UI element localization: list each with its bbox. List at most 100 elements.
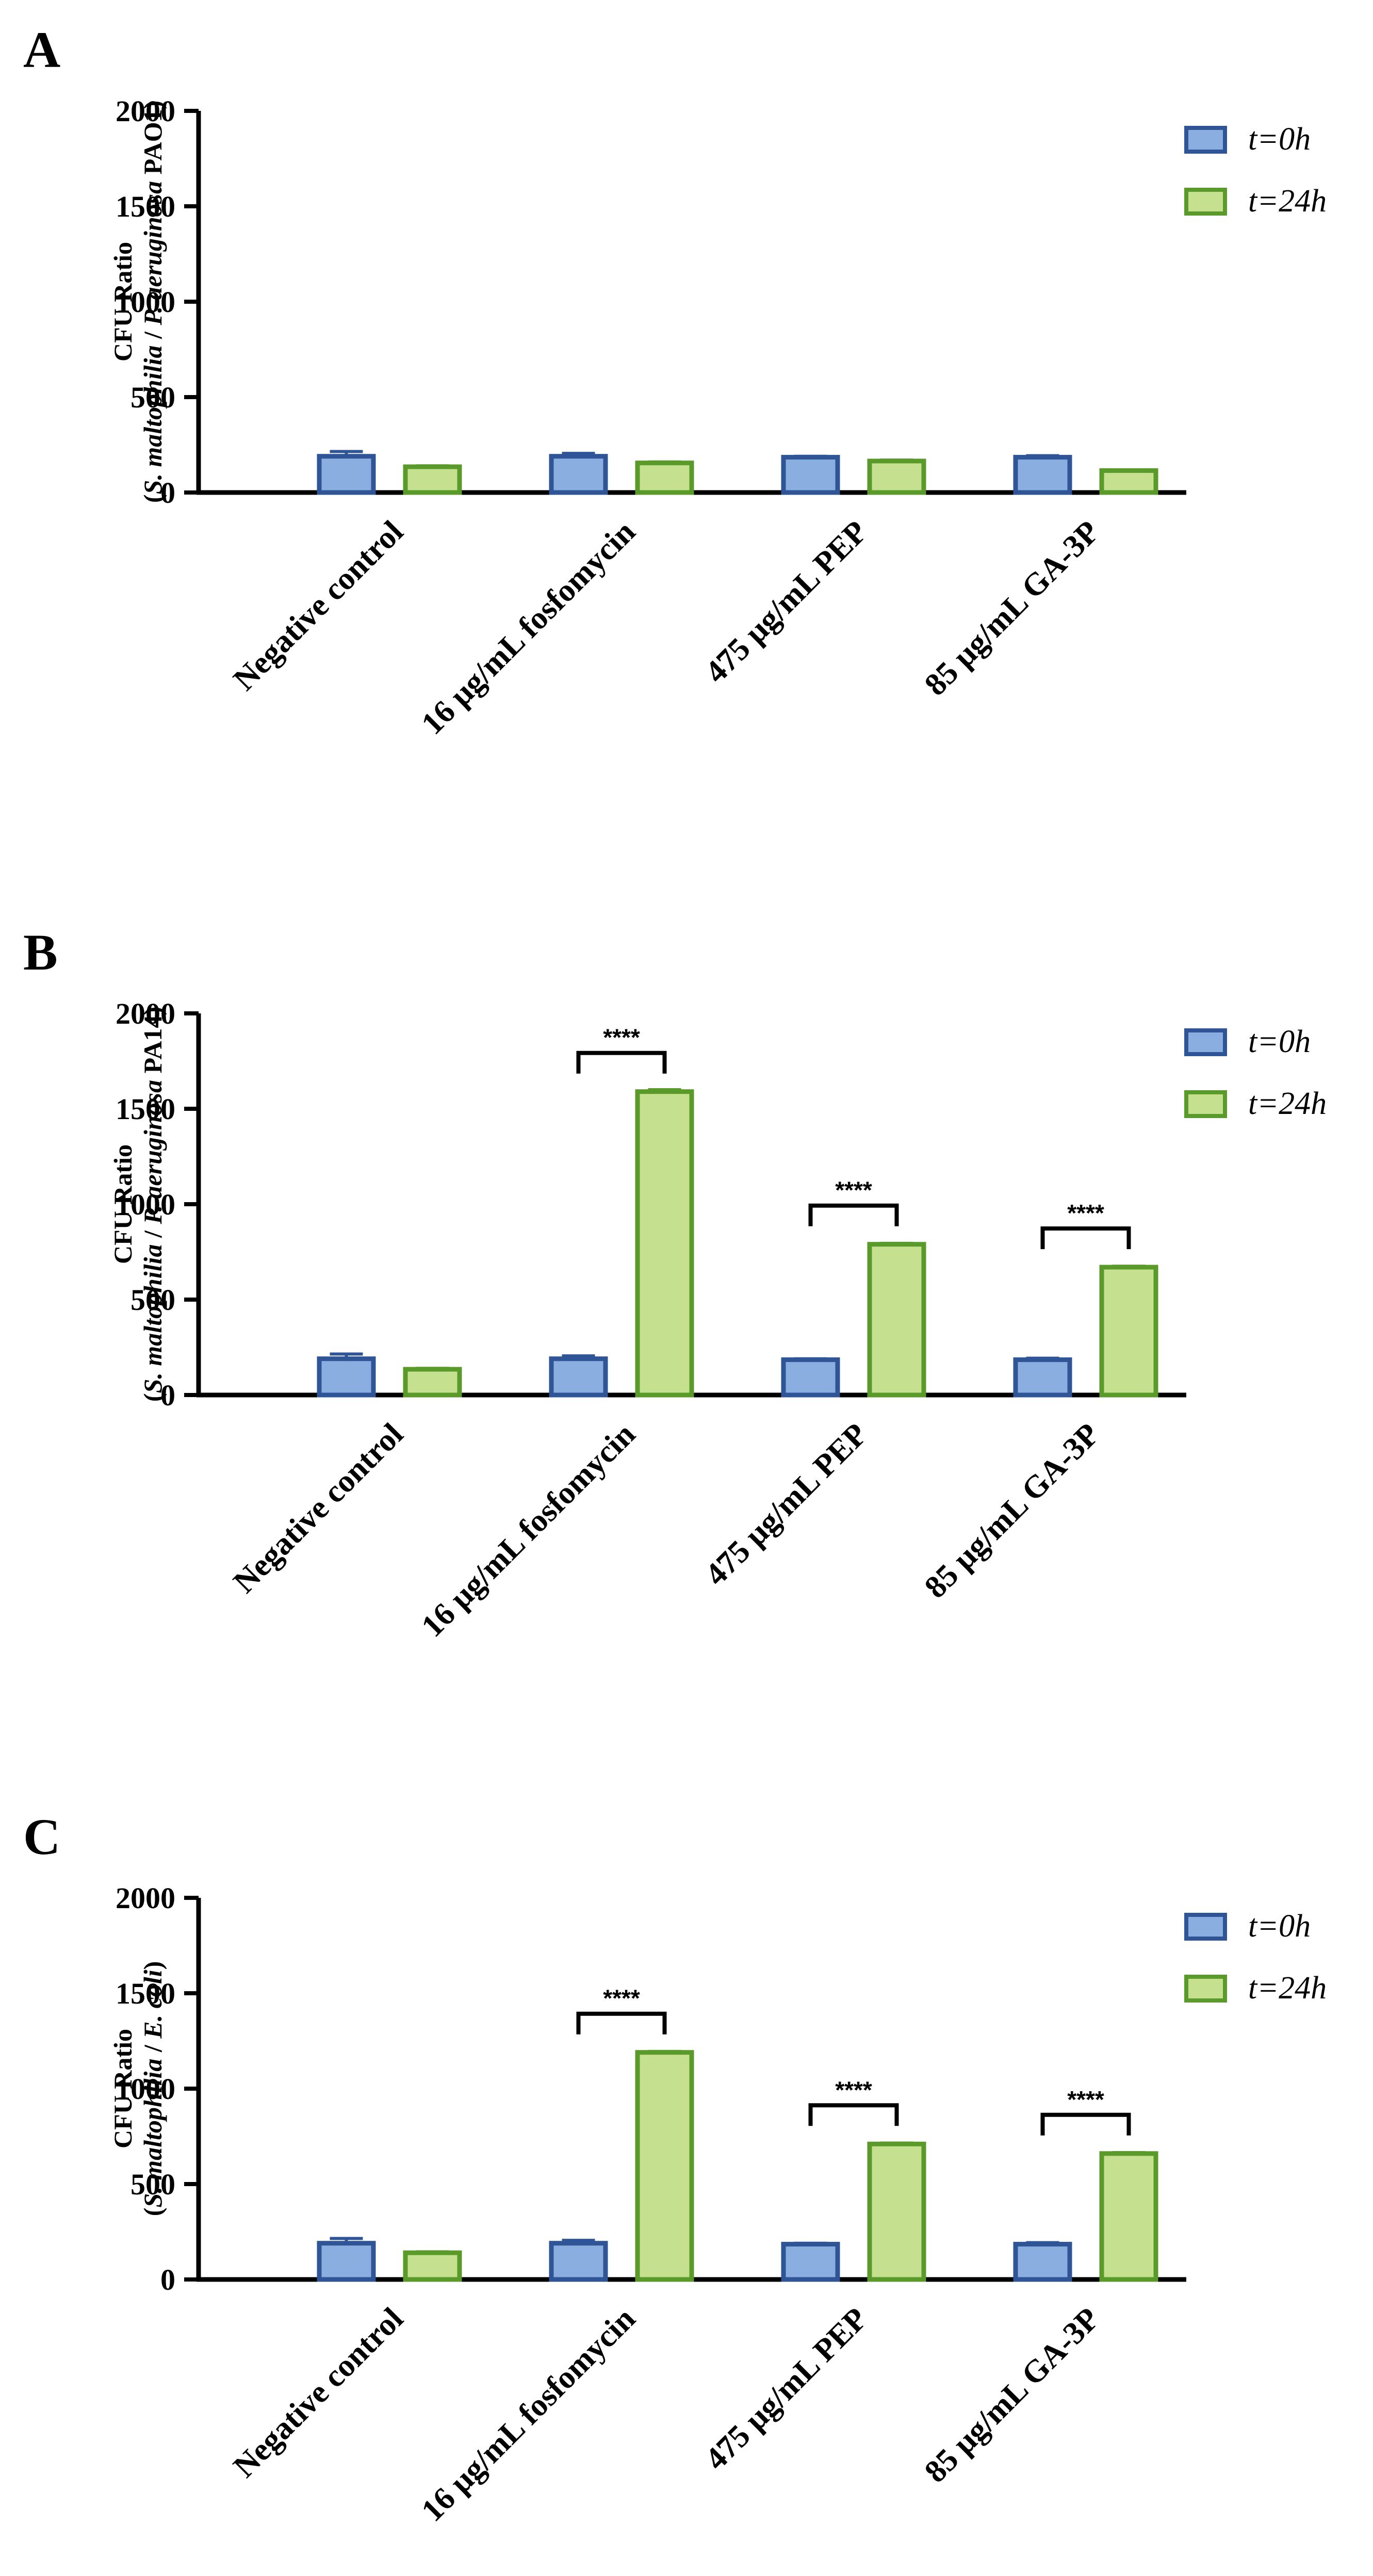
- bar-t24: [1099, 1265, 1158, 1398]
- x-category-label: 475 μg/mL PEP: [698, 1417, 874, 1593]
- x-category-label: Negative control: [227, 2301, 410, 2484]
- x-category-label: 85 μg/mL GA-3P: [918, 514, 1106, 702]
- bar-t0: [549, 2241, 608, 2282]
- bar-t24: [1099, 468, 1158, 495]
- x-category-label: 16 μg/mL fosfomycin: [415, 1417, 642, 1644]
- significance-label: ****: [1067, 1200, 1104, 1226]
- legend: t=0h t=24h: [1184, 1909, 1327, 2006]
- panel-letter: C: [23, 1808, 60, 1865]
- y-axis-label-line2: (S. maltophilia / E. coli): [138, 1961, 167, 2217]
- bar-t0: [781, 455, 840, 495]
- bar-t0: [1013, 455, 1072, 495]
- bar-t0: [317, 1356, 376, 1398]
- y-axis-label-line2: (S. maltophilia / P. aeruginosa PA14): [138, 1007, 167, 1402]
- y-tick-label: 500: [130, 2168, 175, 2201]
- significance-bracket: [808, 1203, 899, 1226]
- bar-t24: [635, 461, 694, 495]
- y-axis-label-segment: ): [138, 1961, 167, 1970]
- y-axis-label-segment: S. maltophilia: [138, 1244, 167, 1393]
- x-category-label: 475 μg/mL PEP: [698, 2301, 874, 2477]
- x-category-label: 85 μg/mL GA-3P: [918, 2301, 1106, 2489]
- y-axis-label-line1: CFU Ratio: [108, 242, 137, 362]
- y-axis-label-segment: /: [138, 2039, 167, 2059]
- significance-label: ****: [603, 1024, 640, 1051]
- significance-label: ****: [603, 1985, 640, 2012]
- y-axis-label-segment: (: [138, 1393, 167, 1402]
- y-axis-label-segment: S. maltophilia: [138, 345, 167, 494]
- y-tick-label: 1000: [116, 2072, 175, 2106]
- y-axis-label-segment: P. aeruginosa: [138, 181, 167, 326]
- bar-t0: [781, 1357, 840, 1398]
- x-category-label: 475 μg/mL PEP: [698, 514, 874, 690]
- y-axis-label-segment: PA14): [138, 1007, 167, 1080]
- bar-t0: [549, 1356, 608, 1398]
- y-tick-label: 1500: [116, 1977, 175, 2010]
- significance-bracket: [576, 2011, 667, 2034]
- y-axis-label-segment: /: [138, 325, 167, 346]
- panel-letter: B: [23, 924, 58, 981]
- y-axis-label-line1: CFU Ratio: [108, 2029, 137, 2148]
- y-tick-label: 1000: [116, 285, 175, 319]
- bar-t24: [867, 2141, 926, 2282]
- legend-label-t0: t=0h: [1248, 1909, 1311, 1944]
- significance-bracket: [808, 2103, 899, 2126]
- y-axis-label-line1: CFU Ratio: [108, 1144, 137, 1264]
- legend-label-t0: t=0h: [1248, 122, 1311, 157]
- y-tick-label: 1500: [116, 190, 175, 223]
- y-tick-label: 2000: [116, 997, 175, 1030]
- y-axis-label-segment: P. aeruginosa: [138, 1080, 167, 1225]
- y-axis-label: CFU Ratio(S. maltophilia / P. aeruginosa…: [108, 101, 167, 503]
- bar-t24: [403, 2250, 462, 2282]
- significance-bracket: [1040, 2112, 1131, 2136]
- legend-label-t24: t=24h: [1248, 184, 1327, 219]
- y-axis-label-segment: /: [138, 1224, 167, 1244]
- bar-t0: [1013, 1357, 1072, 1398]
- bar-t0: [1013, 2242, 1072, 2282]
- y-tick-label: 2000: [116, 1881, 175, 1915]
- x-category-label: 85 μg/mL GA-3P: [918, 1417, 1106, 1605]
- bar-t0: [781, 2242, 840, 2282]
- y-axis-label: CFU Ratio(S. maltophilia / E. coli): [108, 1961, 167, 2217]
- y-axis-label-segment: S. maltophilia: [138, 2059, 167, 2208]
- y-axis-label: CFU Ratio(S. maltophilia / P. aeruginosa…: [108, 1007, 167, 1402]
- y-tick-label: 2000: [116, 94, 175, 128]
- x-category-label: 16 μg/mL fosfomycin: [415, 514, 642, 742]
- y-tick-label: 1500: [116, 1092, 175, 1126]
- x-category-label: 16 μg/mL fosfomycin: [415, 2301, 642, 2529]
- legend-swatch-t0: [1184, 1913, 1227, 1941]
- legend-label-t24: t=24h: [1248, 1086, 1327, 1121]
- x-category-label: Negative control: [227, 1417, 410, 1600]
- bar-t0: [317, 454, 376, 495]
- legend: t=0h t=24h: [1184, 1024, 1327, 1121]
- bar-t0: [317, 2241, 376, 2282]
- bar-t24: [1099, 2151, 1158, 2282]
- panel-letter: A: [23, 21, 60, 78]
- bar-t24: [403, 1367, 462, 1398]
- y-axis-label-segment: E. coli: [138, 1970, 167, 2039]
- legend-swatch-t0: [1184, 126, 1227, 154]
- legend: t=0h t=24h: [1184, 122, 1327, 219]
- y-tick-label: 500: [130, 1283, 175, 1317]
- y-axis-label-line2: (S. maltophilia / P. aeruginosa PAO1): [138, 101, 167, 503]
- legend-swatch-t24: [1184, 188, 1227, 216]
- y-tick-label: 500: [130, 381, 175, 414]
- y-axis-label-segment: (: [138, 494, 167, 503]
- y-tick-label: 0: [160, 1379, 175, 1412]
- x-category-label: Negative control: [227, 514, 410, 697]
- legend-label-t24: t=24h: [1248, 1971, 1327, 2006]
- y-axis-label-segment: PAO1): [138, 101, 167, 181]
- legend-label-t0: t=0h: [1248, 1024, 1311, 1059]
- y-tick-label: 0: [160, 2263, 175, 2296]
- significance-label: ****: [835, 2076, 872, 2103]
- legend-swatch-t24: [1184, 1975, 1227, 2003]
- bar-t24: [403, 464, 462, 495]
- significance-bracket: [576, 1051, 667, 1074]
- legend-swatch-t0: [1184, 1028, 1227, 1056]
- y-tick-label: 1000: [116, 1188, 175, 1221]
- y-axis-label-segment: (: [138, 2208, 167, 2217]
- significance-label: ****: [1067, 2086, 1104, 2113]
